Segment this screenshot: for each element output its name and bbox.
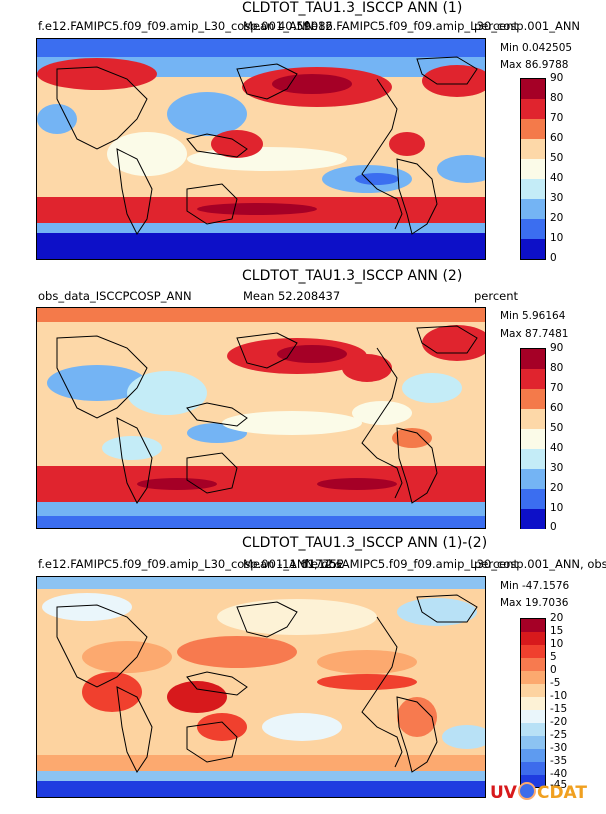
globe-icon: [517, 782, 536, 800]
colorbar-tick: 70: [550, 382, 564, 394]
colorbar-tick: 60: [550, 402, 564, 414]
panel-3-min: Min -47.1576: [500, 580, 570, 592]
panel-3-mean: Mean -11.617752: [243, 557, 345, 571]
panel-2-max: Max 87.7481: [500, 328, 569, 340]
panel-3-map: [36, 576, 486, 798]
colorbar-tick: 80: [550, 92, 564, 104]
panel-2-obs-name: obs_data_ISCCPCOSP_ANN: [38, 289, 192, 303]
colorbar-tick: 40: [550, 442, 564, 454]
colorbar-tick: 80: [550, 362, 564, 374]
panel-1-colorbar: [520, 78, 546, 260]
panel-1-title: CLDTOT_TAU1.3_ISCCP ANN (1): [242, 0, 463, 16]
colorbar-tick: 0: [550, 252, 557, 264]
colorbar-tick: -40: [550, 768, 568, 780]
panel-1-min: Min 0.042505: [500, 42, 573, 54]
colorbar-tick: -20: [550, 716, 568, 728]
colorbar-tick: 40: [550, 172, 564, 184]
colorbar-tick: 60: [550, 132, 564, 144]
colorbar-tick: 50: [550, 152, 564, 164]
panel-2-mean: Mean 52.208437: [243, 289, 341, 303]
panel-3-max: Max 19.7036: [500, 597, 569, 609]
colorbar-tick: -25: [550, 729, 568, 741]
colorbar-tick: 0: [550, 521, 557, 533]
colorbar-tick: 20: [550, 482, 564, 494]
colorbar-tick: 20: [550, 212, 564, 224]
panel-3-diff-name: f.e12.FAMIPC5.f09_f09.amip_L30_cosp.001_…: [38, 557, 342, 571]
panel-1-units: percent: [474, 19, 519, 33]
panel-1-overlay-name: f.e12.FAMIPC5.f09_f09.amip_L30_cosp.001_…: [304, 19, 581, 33]
colorbar-tick: -5: [550, 677, 561, 689]
colorbar-tick: 15: [550, 625, 564, 637]
colorbar-tick: -15: [550, 703, 568, 715]
panel-2-min: Min 5.96164: [500, 310, 566, 322]
colorbar-tick: 0: [550, 664, 557, 676]
colorbar-tick: 20: [550, 612, 564, 624]
panel-3-colorbar: [520, 618, 546, 788]
colorbar-tick: 50: [550, 422, 564, 434]
colorbar-tick: -35: [550, 755, 568, 767]
colorbar-tick: 90: [550, 72, 564, 84]
panel-1-model-name: f.e12.FAMIPC5.f09_f09.amip_L30_cosp.001_…: [38, 19, 315, 33]
panel-1-max: Max 86.9788: [500, 59, 569, 71]
panel-3-overlay-name: f.e12.FAMIPC5.f09_f09.amip_L30_cosp.001_…: [304, 557, 606, 571]
colorbar-tick: 5: [550, 651, 557, 663]
colorbar-tick: 70: [550, 112, 564, 124]
colorbar-tick: 10: [550, 638, 564, 650]
colorbar-tick: -10: [550, 690, 568, 702]
logo-cdat-text: CDAT: [536, 783, 587, 803]
logo-uv-text: UV: [490, 783, 517, 803]
colorbar-tick: 10: [550, 232, 564, 244]
colorbar-tick: 30: [550, 192, 564, 204]
panel-2-units: percent: [474, 289, 519, 303]
colorbar-tick: -45: [550, 779, 568, 791]
panel-2-map: [36, 307, 486, 529]
panel-1-map: [36, 38, 486, 260]
colorbar-tick: -30: [550, 742, 568, 754]
colorbar-tick: 10: [550, 502, 564, 514]
colorbar-tick: 90: [550, 342, 564, 354]
panel-1-mean: Mean 40.59086: [243, 19, 333, 33]
colorbar-tick: 30: [550, 462, 564, 474]
panel-3-title: CLDTOT_TAU1.3_ISCCP ANN (1)-(2): [242, 535, 488, 551]
panel-3-units: percent: [474, 557, 519, 571]
panel-2-title: CLDTOT_TAU1.3_ISCCP ANN (2): [242, 268, 463, 284]
uvcdat-logo: UV CDAT: [490, 782, 587, 803]
panel-2-colorbar: [520, 348, 546, 529]
